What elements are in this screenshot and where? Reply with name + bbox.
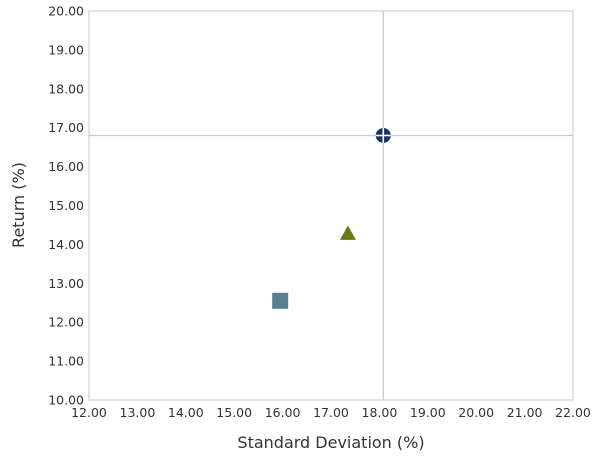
x-tick-label: 17.00: [313, 405, 349, 420]
y-tick-label: 16.00: [48, 159, 84, 174]
x-axis-title: Standard Deviation (%): [237, 433, 424, 452]
plot-area: [88, 10, 574, 401]
x-tick-label: 21.00: [507, 405, 543, 420]
x-tick-label: 22.00: [555, 405, 591, 420]
x-axis-ticks: 12.00 13.00 14.00 15.00 16.00 17.00 18.00 19.00…: [71, 405, 591, 420]
y-tick-label: 13.00: [48, 276, 84, 291]
y-tick-label: 19.00: [48, 42, 84, 57]
y-tick-label: 18.00: [48, 81, 84, 96]
y-tick-label: 12.00: [48, 315, 84, 330]
y-axis-ticks: 10.00 11.00 12.00 13.00 14.00 15.00 16.00 17.00…: [48, 4, 84, 408]
reference-lines: [89, 11, 573, 400]
y-tick-label: 15.00: [48, 198, 84, 213]
x-tick-label: 15.00: [216, 405, 252, 420]
y-tick-label: 17.00: [48, 120, 84, 135]
plot-border: [88, 10, 574, 401]
data-point-crossed-circle: [375, 127, 391, 143]
x-tick-label: 16.00: [265, 405, 301, 420]
data-point-triangle: [339, 225, 356, 240]
y-tick-label: 11.00: [48, 354, 84, 369]
x-tick-label: 19.00: [410, 405, 446, 420]
y-tick-label: 14.00: [48, 237, 84, 252]
x-tick-label: 12.00: [71, 405, 107, 420]
x-tick-label: 13.00: [120, 405, 156, 420]
y-tick-label: 20.00: [48, 4, 84, 19]
x-tick-label: 20.00: [458, 405, 494, 420]
x-tick-label: 18.00: [362, 405, 398, 420]
data-point-square: [272, 292, 289, 309]
x-tick-label: 14.00: [168, 405, 204, 420]
y-axis-title: Return (%): [9, 162, 28, 248]
data-points: [272, 127, 391, 309]
y-tick-label: 10.00: [48, 393, 84, 408]
